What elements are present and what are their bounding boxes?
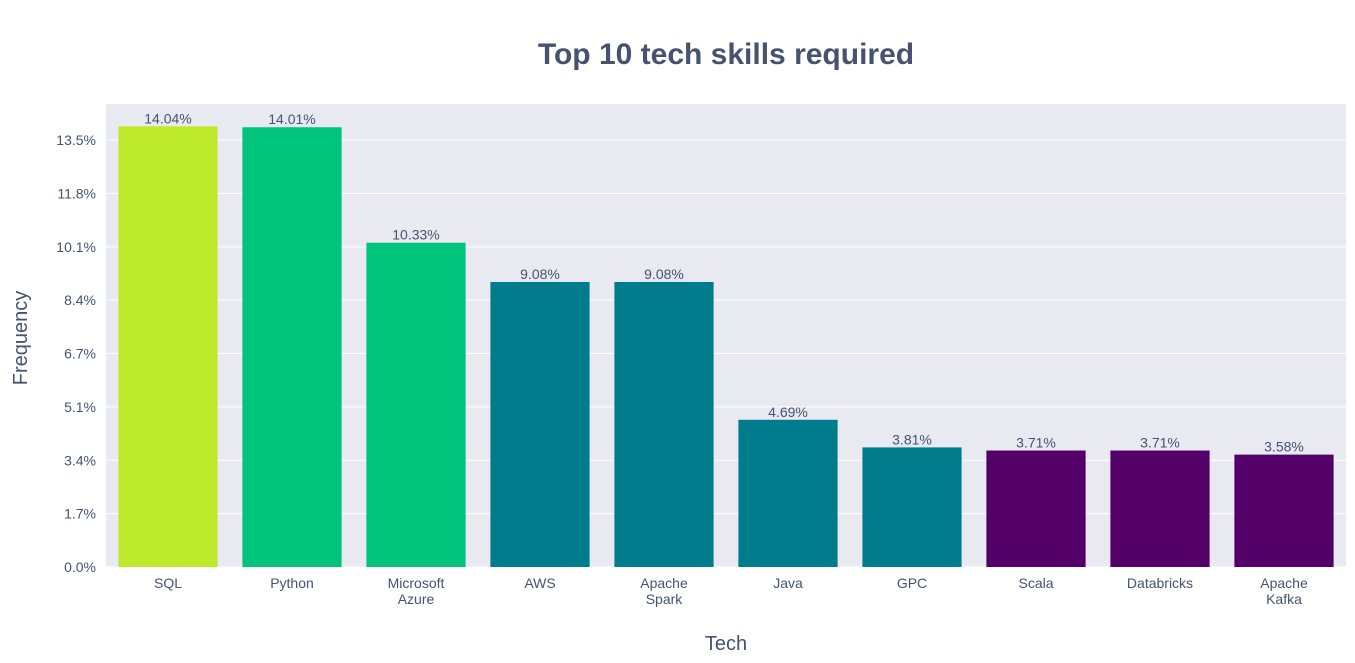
bar <box>242 127 342 567</box>
y-tick-label: 5.1% <box>64 399 96 415</box>
bar <box>366 242 466 568</box>
bar <box>490 281 590 567</box>
bar <box>614 281 714 567</box>
bar-value-label: 14.04% <box>144 110 191 126</box>
x-tick-label: Apache Kafka <box>1260 575 1308 607</box>
chart-title: Top 10 tech skills required <box>538 38 914 71</box>
bar <box>1234 454 1334 567</box>
bar <box>986 450 1086 567</box>
x-axis-title: Tech <box>705 633 747 655</box>
x-tick-label: GPC <box>897 575 927 591</box>
x-tick-label: SQL <box>154 575 182 591</box>
x-tick-label: Databricks <box>1127 575 1193 591</box>
y-tick-label: 13.5% <box>56 132 96 148</box>
x-axis-ticks: SQL Python Microsoft Azure AWS Apache Spark Jav… <box>154 575 1308 607</box>
bar-value-label: 14.01% <box>268 111 315 127</box>
y-tick-label: 6.7% <box>64 346 96 362</box>
x-tick-label: AWS <box>524 575 555 591</box>
x-tick-label: Microsoft Azure <box>388 575 445 607</box>
bar <box>738 419 838 567</box>
bars: 14.04% 14.01% 10.33% 9.08% 9.08% 4.69% 3.81% 3.… <box>118 110 1334 568</box>
y-tick-label: 0.0% <box>64 559 96 575</box>
bar-value-label: 9.08% <box>520 266 560 282</box>
y-axis-title: Frequency <box>10 291 32 386</box>
x-tick-label: Scala <box>1018 575 1053 591</box>
y-tick-label: 8.4% <box>64 292 96 308</box>
bar-value-label: 3.71% <box>1140 435 1180 451</box>
bar-value-label: 4.69% <box>768 404 808 420</box>
bar-value-label: 3.81% <box>892 431 932 447</box>
bar <box>862 447 962 567</box>
y-tick-label: 1.7% <box>64 506 96 522</box>
bar-value-label: 9.08% <box>644 266 684 282</box>
y-axis-ticks: 0.0% 1.7% 3.4% 5.1% 6.7% 8.4% 10.1% 11.8% 13.5% <box>56 132 96 575</box>
y-tick-label: 3.4% <box>64 452 96 468</box>
x-tick-label: Java <box>773 575 803 591</box>
bar-value-label: 3.71% <box>1016 435 1056 451</box>
bar-value-label: 3.58% <box>1264 439 1304 455</box>
bar <box>118 126 218 568</box>
y-tick-label: 10.1% <box>56 239 96 255</box>
y-tick-label: 11.8% <box>57 185 96 201</box>
x-tick-label: Apache Spark <box>640 575 688 607</box>
bar-value-label: 10.33% <box>392 227 439 243</box>
x-tick-label: Python <box>270 575 314 591</box>
bar <box>1110 450 1210 567</box>
